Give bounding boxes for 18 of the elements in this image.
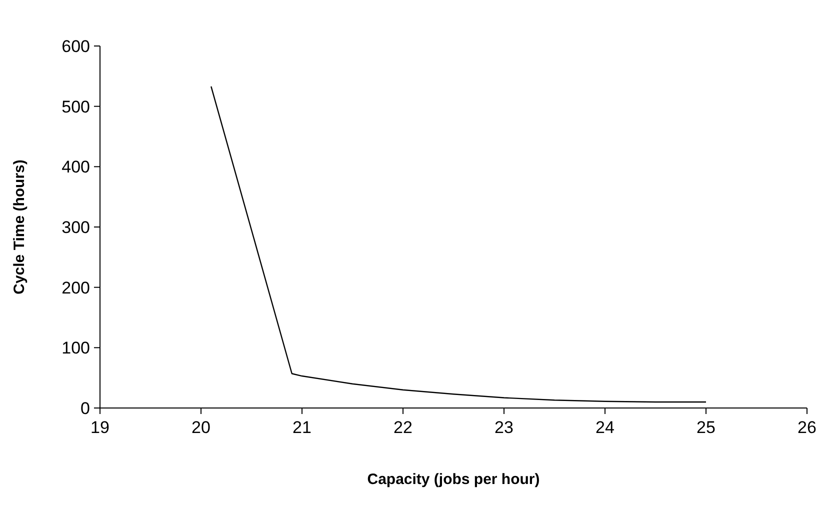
x-axis-title: Capacity (jobs per hour) — [367, 471, 540, 488]
y-tick-label: 500 — [62, 97, 90, 116]
y-tick-label: 300 — [62, 218, 90, 237]
x-tick-label: 21 — [292, 418, 312, 437]
x-tick-label: 25 — [696, 418, 716, 437]
x-tick-label: 20 — [192, 418, 210, 437]
y-tick-label: 600 — [62, 37, 90, 56]
x-tick-label: 26 — [798, 418, 816, 437]
y-tick-label: 200 — [62, 278, 90, 298]
x-tick-label: 24 — [596, 418, 614, 437]
x-tick-label: 22 — [394, 418, 412, 437]
line-series — [210, 86, 707, 403]
y-tick-label: 400 — [62, 158, 90, 177]
x-tick-label: 19 — [90, 418, 110, 437]
y-tick-label: 100 — [62, 338, 90, 358]
y-tick-label: 0 — [80, 399, 90, 418]
y-axis-title: Cycle Time (hours) — [11, 160, 28, 294]
x-tick-label: 23 — [494, 418, 514, 437]
